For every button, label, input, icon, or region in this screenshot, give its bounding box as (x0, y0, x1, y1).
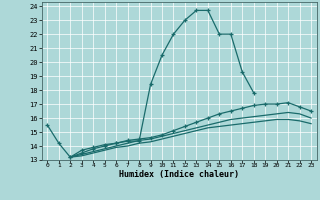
X-axis label: Humidex (Indice chaleur): Humidex (Indice chaleur) (119, 170, 239, 179)
